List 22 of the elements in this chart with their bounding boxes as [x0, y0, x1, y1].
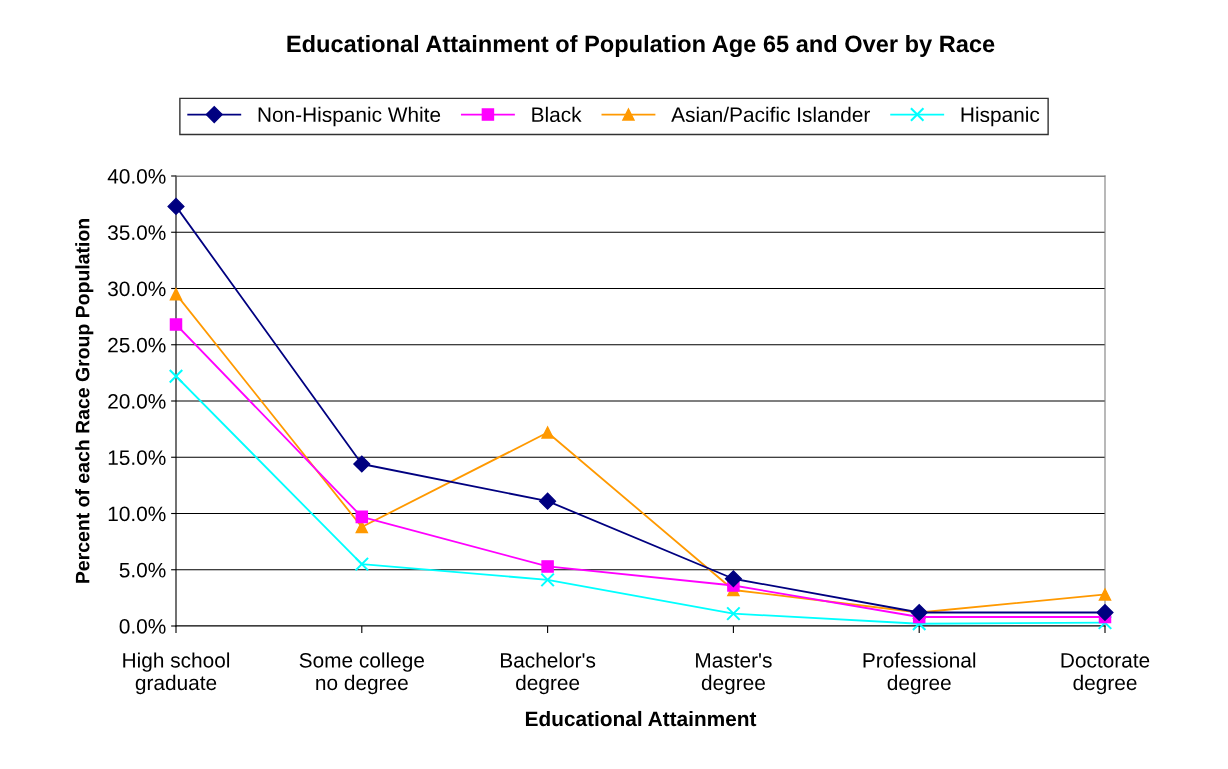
y-axis-title: Percent of each Race Group Population — [75, 219, 94, 583]
x-tick-label: Doctorate degree — [1061, 653, 1150, 695]
legend-label: Non-Hispanic White — [258, 106, 441, 127]
legend-label: Asian/Pacific Islander — [671, 106, 870, 123]
y-tick-label: 20.0% — [108, 394, 166, 409]
y-tick-label: 10.0% — [108, 506, 166, 522]
y-tick-label: 15.0% — [108, 450, 166, 465]
legend-label: Hispanic — [961, 106, 1040, 127]
x-tick-label: Some college no degree — [299, 652, 424, 695]
x-axis-title: Educational Attainment — [525, 710, 757, 727]
y-tick-label: 30.0% — [108, 281, 166, 297]
y-tick-label: 5.0% — [119, 562, 166, 578]
y-tick-label: 35.0% — [108, 225, 166, 240]
x-tick-label: Master's degree — [696, 653, 772, 695]
x-tick-label: Bachelor's degree — [501, 652, 596, 695]
x-tick-label: Professional degree — [863, 652, 976, 695]
x-tick-label: High school graduate — [123, 652, 230, 695]
legend-label: Black — [532, 106, 582, 123]
y-tick-label: 25.0% — [108, 337, 166, 353]
y-tick-label: 40.0% — [107, 169, 166, 184]
chart-title: Educational Attainment of Population Age 65 and Over by Race — [287, 34, 995, 58]
y-tick-label: 0.0% — [119, 619, 166, 634]
